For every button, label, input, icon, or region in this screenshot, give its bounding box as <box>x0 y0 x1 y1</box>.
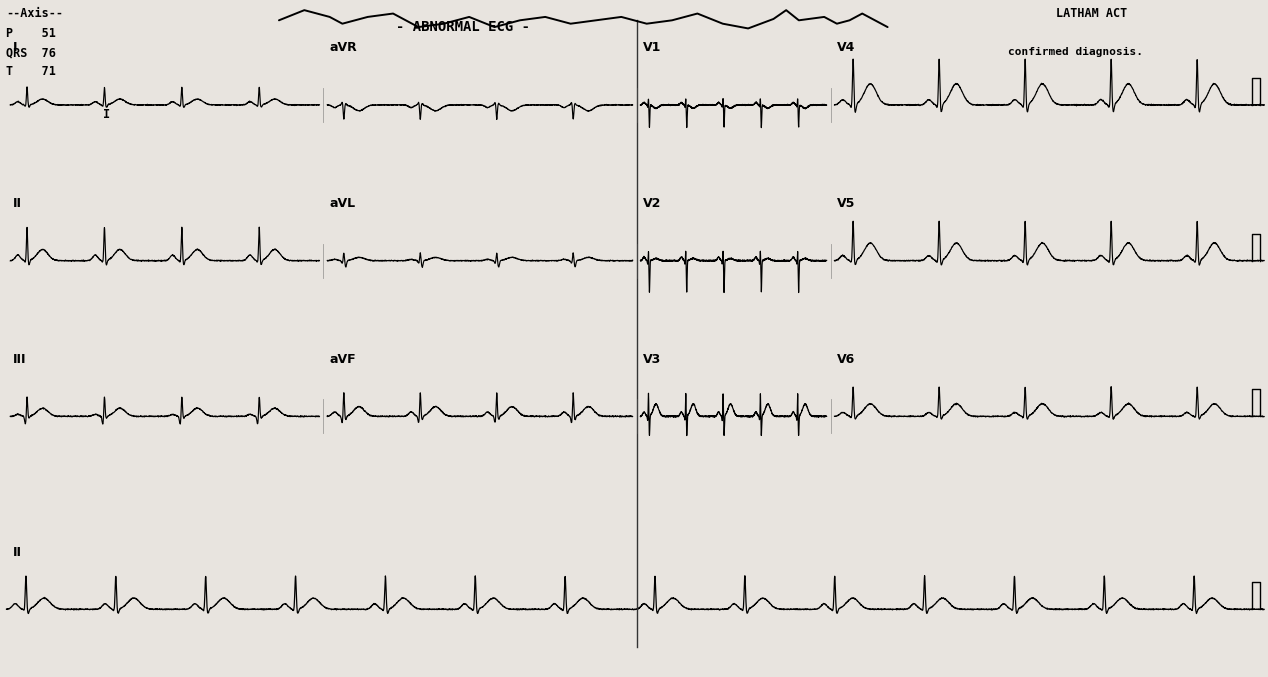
Text: III: III <box>13 353 27 366</box>
Text: V5: V5 <box>837 197 855 210</box>
Text: --Axis--: --Axis-- <box>6 7 63 20</box>
Text: aVR: aVR <box>330 41 358 54</box>
Text: QRS  76: QRS 76 <box>6 46 56 59</box>
Text: V2: V2 <box>643 197 661 210</box>
Text: V3: V3 <box>643 353 661 366</box>
Text: T    71: T 71 <box>6 65 56 78</box>
Text: I: I <box>13 41 18 54</box>
Text: V1: V1 <box>643 41 661 54</box>
Text: P    51: P 51 <box>6 27 56 40</box>
Text: V4: V4 <box>837 41 855 54</box>
Text: aVL: aVL <box>330 197 356 210</box>
Text: LATHAM ACT: LATHAM ACT <box>1056 7 1127 20</box>
Text: II: II <box>13 546 22 559</box>
Text: V6: V6 <box>837 353 855 366</box>
Text: I: I <box>103 108 110 121</box>
Text: confirmed diagnosis.: confirmed diagnosis. <box>1008 47 1142 58</box>
Text: II: II <box>13 197 22 210</box>
Text: aVF: aVF <box>330 353 356 366</box>
Text: - ABNORMAL ECG -: - ABNORMAL ECG - <box>396 20 530 35</box>
